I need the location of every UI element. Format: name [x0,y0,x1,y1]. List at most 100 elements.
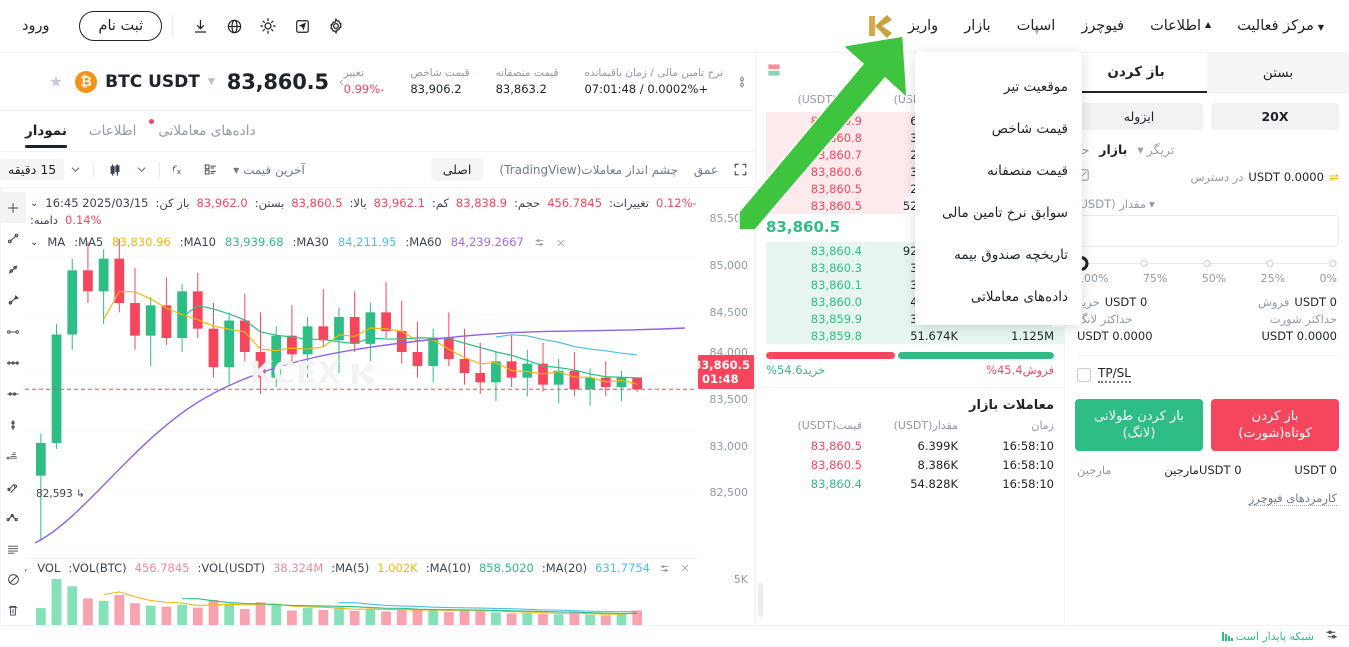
market-trades-list[interactable]: 83,860.5 6.399K 16:58:10 83,860.5 8.386K 16:5… [756,436,1064,493]
ticker-dropdown-icon[interactable]: ▼ [207,76,215,87]
ma-close-icon[interactable] [555,237,567,249]
chart-area: KCEX ↳ 82,593 ⌄ 2025/03/15 16:45 باز کن:… [0,188,755,626]
market-trade-row: 83,860.5 6.399K 16:58:10 [756,436,1064,455]
dropdown-item-position-tier[interactable]: موقعیت تیر [1003,79,1068,95]
slider-track[interactable] [1073,256,1337,271]
signup-button[interactable]: ثبت نام [79,11,163,41]
dropdown-item-insurance-fund-history[interactable]: تاریخچه صندوق بیمه [954,247,1068,263]
margin-short-value: 0 USDT [1294,463,1337,477]
interval-selector[interactable]: 15 دقیقه [0,159,65,180]
extended-line-icon[interactable] [1,378,26,409]
vol-settings-icon[interactable] [658,562,671,575]
horizontal-line-icon[interactable] [1,316,26,347]
slider-node-25[interactable] [1140,260,1148,267]
dropdown-item-fair-price[interactable]: قیمت منصفانه [987,163,1068,179]
vol-close-icon[interactable] [679,562,691,574]
chart-settings-icon[interactable] [196,162,225,177]
depth-mode[interactable]: عمق [686,163,726,177]
tab-close[interactable]: بستن [1207,53,1349,93]
crosshair-icon[interactable] [0,192,26,223]
chart-mode-main[interactable]: اصلی [430,158,484,181]
arrow-line-icon[interactable] [1,285,26,316]
nav-activity-center[interactable]: ▼ مرکز فعالیت [1224,12,1337,40]
hide-drawings-icon[interactable] [1,564,26,595]
price-axis[interactable]: 85,500 85,000 84,500 84,000 83,500 83,00… [693,188,755,626]
leverage-selector[interactable]: 20X [1211,103,1339,130]
candle-type-icon[interactable] [100,162,130,178]
globe-icon[interactable] [217,9,251,43]
trend-line-icon[interactable] [1,223,26,254]
slider-node-50[interactable] [1203,260,1211,267]
tpsl-checkbox[interactable] [1077,367,1091,382]
nav-information[interactable]: ▲ اطلاعات [1137,12,1224,40]
amount-label-row: مقدار (USDT) ▾ [1065,191,1349,215]
delete-drawings-icon[interactable] [1,595,26,626]
fibonacci-icon[interactable] [1,440,26,471]
last-price-selector[interactable]: آخرین قیمت ▾ [233,162,305,177]
three-point-line-icon[interactable] [1,347,26,378]
parallel-channel-icon[interactable] [1,471,26,502]
order-type-trigger[interactable]: تریگر ▾ [1137,142,1174,157]
ticker-symbol[interactable]: ★ ₿ BTC USDT [48,70,200,93]
tab-information[interactable]: اطلاعات [78,111,147,152]
dropdown-item-trading-data[interactable]: داده‌های معاملاتی [970,289,1068,305]
order-book-row[interactable]: 83,859.8 51.674K 1.125M [756,327,1065,344]
slider-node-100[interactable] [1329,260,1337,267]
dropdown-item-index-price[interactable]: قیمت شاخص [991,121,1068,137]
sliders-icon[interactable] [1324,627,1339,646]
ticker-expand-icon[interactable]: › [338,74,344,89]
chevron-down-icon[interactable] [64,165,87,174]
nav-deposit[interactable]: واریز [895,12,951,40]
download-icon[interactable] [183,9,217,43]
gear-icon[interactable] [319,9,353,43]
open-short-button[interactable]: باز کردن کوتاه(شورت) [1211,399,1339,451]
nav-futures[interactable]: فیوچرز [1068,12,1137,40]
ray-line-icon[interactable] [1,254,26,285]
ma-collapse-chevron-icon[interactable]: ⌄ [30,237,39,248]
dropdown-item-funding-rate-history[interactable]: سوابق نرخ تامین مالی [941,205,1068,221]
chart-tabs: نمودار اطلاعات داده‌های معاملاتی [0,111,755,152]
kcex-logo-icon[interactable] [861,10,895,42]
tab-trading-data[interactable]: داده‌های معاملاتی [147,111,266,152]
order-book-bids[interactable]: 83,860.4922.892K922.892K83,860.333.276K9… [756,242,1065,344]
nav-spot[interactable]: اسپات [1004,12,1069,40]
tradingview-mode[interactable]: چشم انداز معاملات(TradingView) [491,163,685,177]
swap-icon[interactable]: ⇌ [1328,170,1339,184]
tpsl-row[interactable]: TP/SL [1065,356,1349,383]
nav-market[interactable]: بازار [951,12,1004,40]
collapse-chevron-icon[interactable]: ⌄ [30,198,39,209]
futures-fees-link[interactable]: کارمزدهای فیوچرز [1248,491,1337,506]
mt-time: 16:58:10 [1002,438,1054,453]
chevron-down-icon-2[interactable] [130,165,153,174]
low-price-marker: ↳ 82,593 [36,488,85,500]
text-lines-icon[interactable] [1,533,26,564]
volume-pane[interactable]: ⌄ VOL VOL(BTC): 456.7845 VOL(USDT): 38.3… [25,558,697,626]
open-long-button[interactable]: باز کردن طولانی (لانگ) [1075,399,1203,451]
fullscreen-icon[interactable] [726,162,755,177]
brightness-icon[interactable] [251,9,285,43]
slider-node-75[interactable] [1266,260,1274,267]
ma-settings-icon[interactable] [533,236,546,249]
ticker-bar: نرخ تامین مالی / زمان باقیمانده +0.0002%… [0,53,755,111]
announcement-icon[interactable] [285,9,319,43]
tab-chart[interactable]: نمودار [14,111,78,152]
vertical-line-icon[interactable] [1,409,26,440]
view-mode-both-icon[interactable] [766,62,782,82]
login-link[interactable]: ورود [22,18,50,34]
amount-input[interactable] [1075,215,1339,247]
tab-open[interactable]: باز کردن [1065,53,1207,93]
top-header: واریز بازار اسپات فیوچرز ▲ اطلاعات ▼ مرک… [0,0,1349,53]
information-dropdown-menu[interactable]: موقعیت تیر قیمت شاخص قیمت منصفانه سوابق … [915,52,1082,325]
margin-mode-selector[interactable]: ایزوله [1075,103,1203,130]
chevron-down-icon-amount[interactable]: ▾ [1149,197,1155,211]
favorite-star-icon[interactable]: ★ [48,72,64,91]
order-type-market[interactable]: بازار [1099,142,1128,157]
order-book-scrollbar[interactable] [758,583,763,617]
vol-collapse-chevron-icon[interactable]: ⌄ [25,561,29,575]
indicators-fx-icon[interactable]: fx [166,162,196,178]
buy-label: خرید [1077,295,1100,309]
pitchfork-icon[interactable] [1,502,26,533]
ticker-settings-icon[interactable] [729,75,755,89]
amount-slider[interactable]: 0% 25% 50% 75% 100% [1065,247,1349,285]
